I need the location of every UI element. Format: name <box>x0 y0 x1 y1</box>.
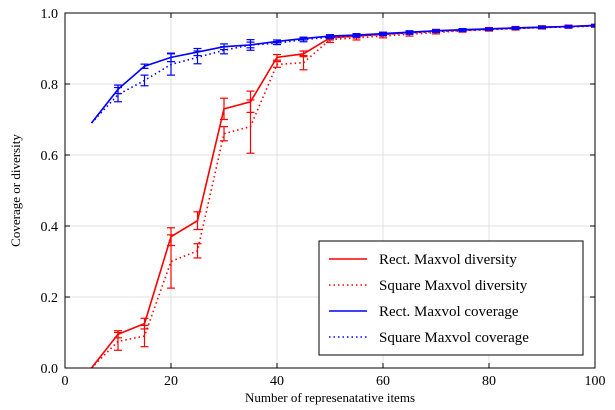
series-layer <box>90 23 595 368</box>
x-tick-label: 100 <box>585 374 606 389</box>
x-axis-label: Number of represenatative items <box>245 390 415 405</box>
legend-label: Rect. Maxvol diversity <box>379 252 517 268</box>
legend-box <box>318 240 584 356</box>
y-tick-label: 0.6 <box>41 149 59 164</box>
y-axis-label: Coverage or diversity <box>8 134 23 247</box>
y-tick-label: 0.4 <box>41 220 59 235</box>
x-tick-label: 40 <box>270 374 284 389</box>
y-tick-label: 0.8 <box>41 78 59 93</box>
x-tick-label: 60 <box>376 374 390 389</box>
axis-ticks: 0 20 40 60 80 100 0.0 0.2 0.4 0.6 0.8 1.0 <box>41 7 606 389</box>
legend-label: Square Maxvol coverage <box>379 330 529 346</box>
y-tick-label: 1.0 <box>41 7 59 22</box>
legend-label: Rect. Maxvol coverage <box>379 304 519 320</box>
y-tick-label: 0.0 <box>41 362 59 377</box>
x-tick-label: 0 <box>62 374 69 389</box>
series-3 <box>90 24 595 124</box>
x-tick-label: 80 <box>482 374 496 389</box>
x-tick-label: 20 <box>164 374 178 389</box>
series-line <box>90 24 595 124</box>
y-tick-label: 0.2 <box>41 291 59 306</box>
plot-frame <box>64 12 596 369</box>
series-line <box>90 24 595 124</box>
legend-label: Square Maxvol diversity <box>379 278 528 294</box>
legend: Rect. Maxvol diversity Square Maxvol dive… <box>318 240 584 356</box>
